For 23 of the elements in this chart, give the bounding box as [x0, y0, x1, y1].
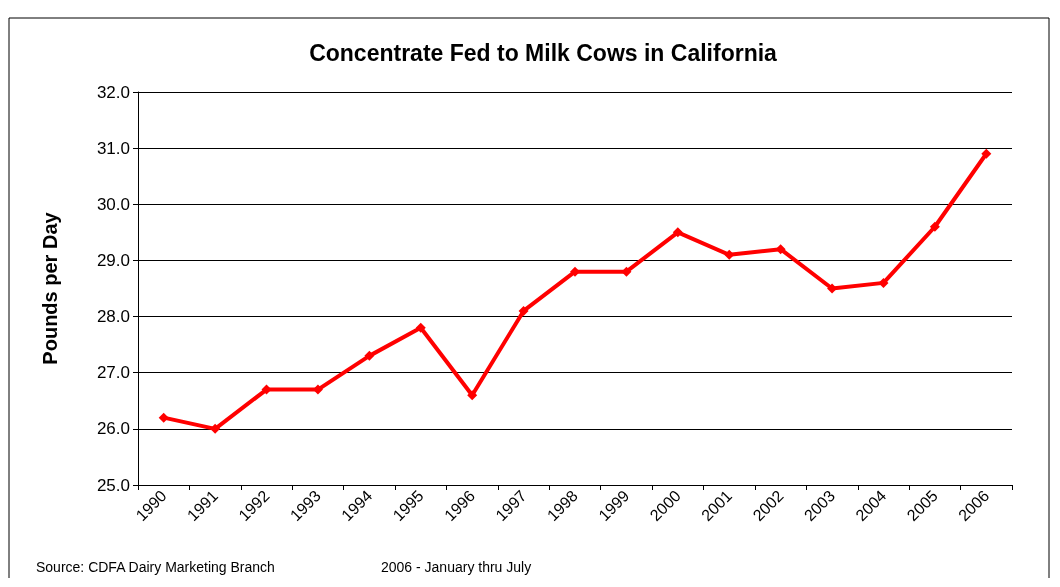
- chart-title: Concentrate Fed to Milk Cows in California: [309, 39, 778, 66]
- point: [415, 322, 426, 333]
- y-tick-label: 31.0: [96, 138, 130, 158]
- point: [158, 412, 169, 423]
- point: [878, 277, 889, 288]
- y-tick-label: 29.0: [96, 250, 130, 270]
- text: 2006 - January thru July: [381, 559, 532, 575]
- point: [570, 266, 580, 277]
- y-tick-label: 27.0: [96, 363, 130, 383]
- point: [518, 305, 529, 316]
- y-tick-label: 30.0: [96, 194, 130, 214]
- y-tick-label: 32.0: [96, 82, 130, 102]
- y-tick-label: 28.0: [96, 307, 130, 327]
- point: [981, 148, 992, 159]
- y-axis-title: Pounds per Day: [39, 211, 61, 365]
- source-note: Source: CDFA Dairy Marketing Branch: [36, 559, 275, 575]
- point: [210, 423, 221, 434]
- point: [929, 221, 940, 232]
- y-tick-label: 26.0: [96, 419, 130, 439]
- y-tick-label: 25.0: [96, 475, 130, 495]
- point: [467, 390, 478, 401]
- point: [672, 227, 683, 238]
- point: [364, 350, 375, 361]
